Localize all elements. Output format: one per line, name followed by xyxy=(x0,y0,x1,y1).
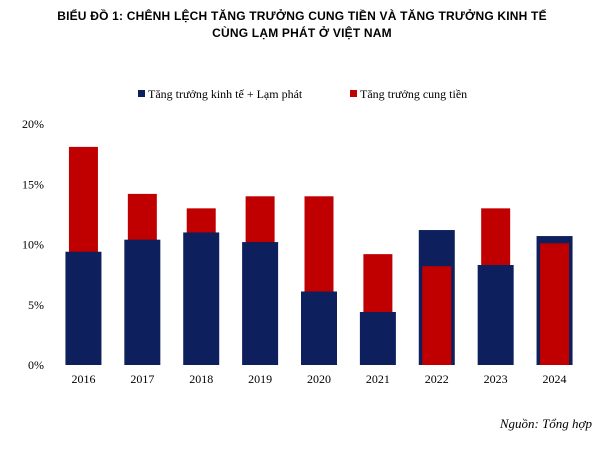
chart-title-line2: CÙNG LẠM PHÁT Ở VIỆT NAM xyxy=(212,26,392,40)
chart-title-line1: BIỂU ĐỒ 1: CHÊNH LỆCH TĂNG TRƯỞNG CUNG T… xyxy=(57,9,547,23)
legend-money-supply-swatch xyxy=(350,90,357,97)
bar-growth-inflation xyxy=(242,242,279,365)
legend-growth-inflation-swatch xyxy=(138,90,145,97)
x-tick-label: 2020 xyxy=(307,372,331,386)
x-tick-label: 2019 xyxy=(248,372,272,386)
x-tick-label: 2024 xyxy=(543,372,567,386)
legend-growth-inflation-label: Tăng trưởng kinh tế + Lạm phát xyxy=(148,87,303,101)
bar-growth-inflation xyxy=(359,311,396,365)
bar-growth-inflation xyxy=(183,232,220,365)
x-tick-label: 2017 xyxy=(130,372,154,386)
x-tick-label: 2022 xyxy=(425,372,449,386)
bar-growth-inflation xyxy=(124,239,161,365)
bar-growth-inflation xyxy=(301,291,337,365)
y-tick-label: 15% xyxy=(22,177,44,191)
y-tick-label: 20% xyxy=(22,117,44,131)
chart-title: BIỂU ĐỒ 1: CHÊNH LỆCH TĂNG TRƯỞNG CUNG T… xyxy=(0,8,604,42)
y-tick-label: 0% xyxy=(28,358,44,372)
bar-growth-inflation xyxy=(477,264,514,365)
legend-money-supply-label: Tăng trưởng cung tiền xyxy=(360,87,467,101)
bar-money-supply xyxy=(422,266,452,365)
x-tick-label: 2023 xyxy=(484,372,508,386)
source-note: Nguồn: Tổng hợp xyxy=(499,416,592,431)
bar-money-supply xyxy=(540,243,570,365)
x-tick-label: 2021 xyxy=(366,372,390,386)
x-tick-label: 2016 xyxy=(71,372,95,386)
y-tick-label: 10% xyxy=(22,238,44,252)
x-tick-label: 2018 xyxy=(189,372,213,386)
y-tick-label: 5% xyxy=(28,298,44,312)
bar-growth-inflation xyxy=(65,251,102,365)
